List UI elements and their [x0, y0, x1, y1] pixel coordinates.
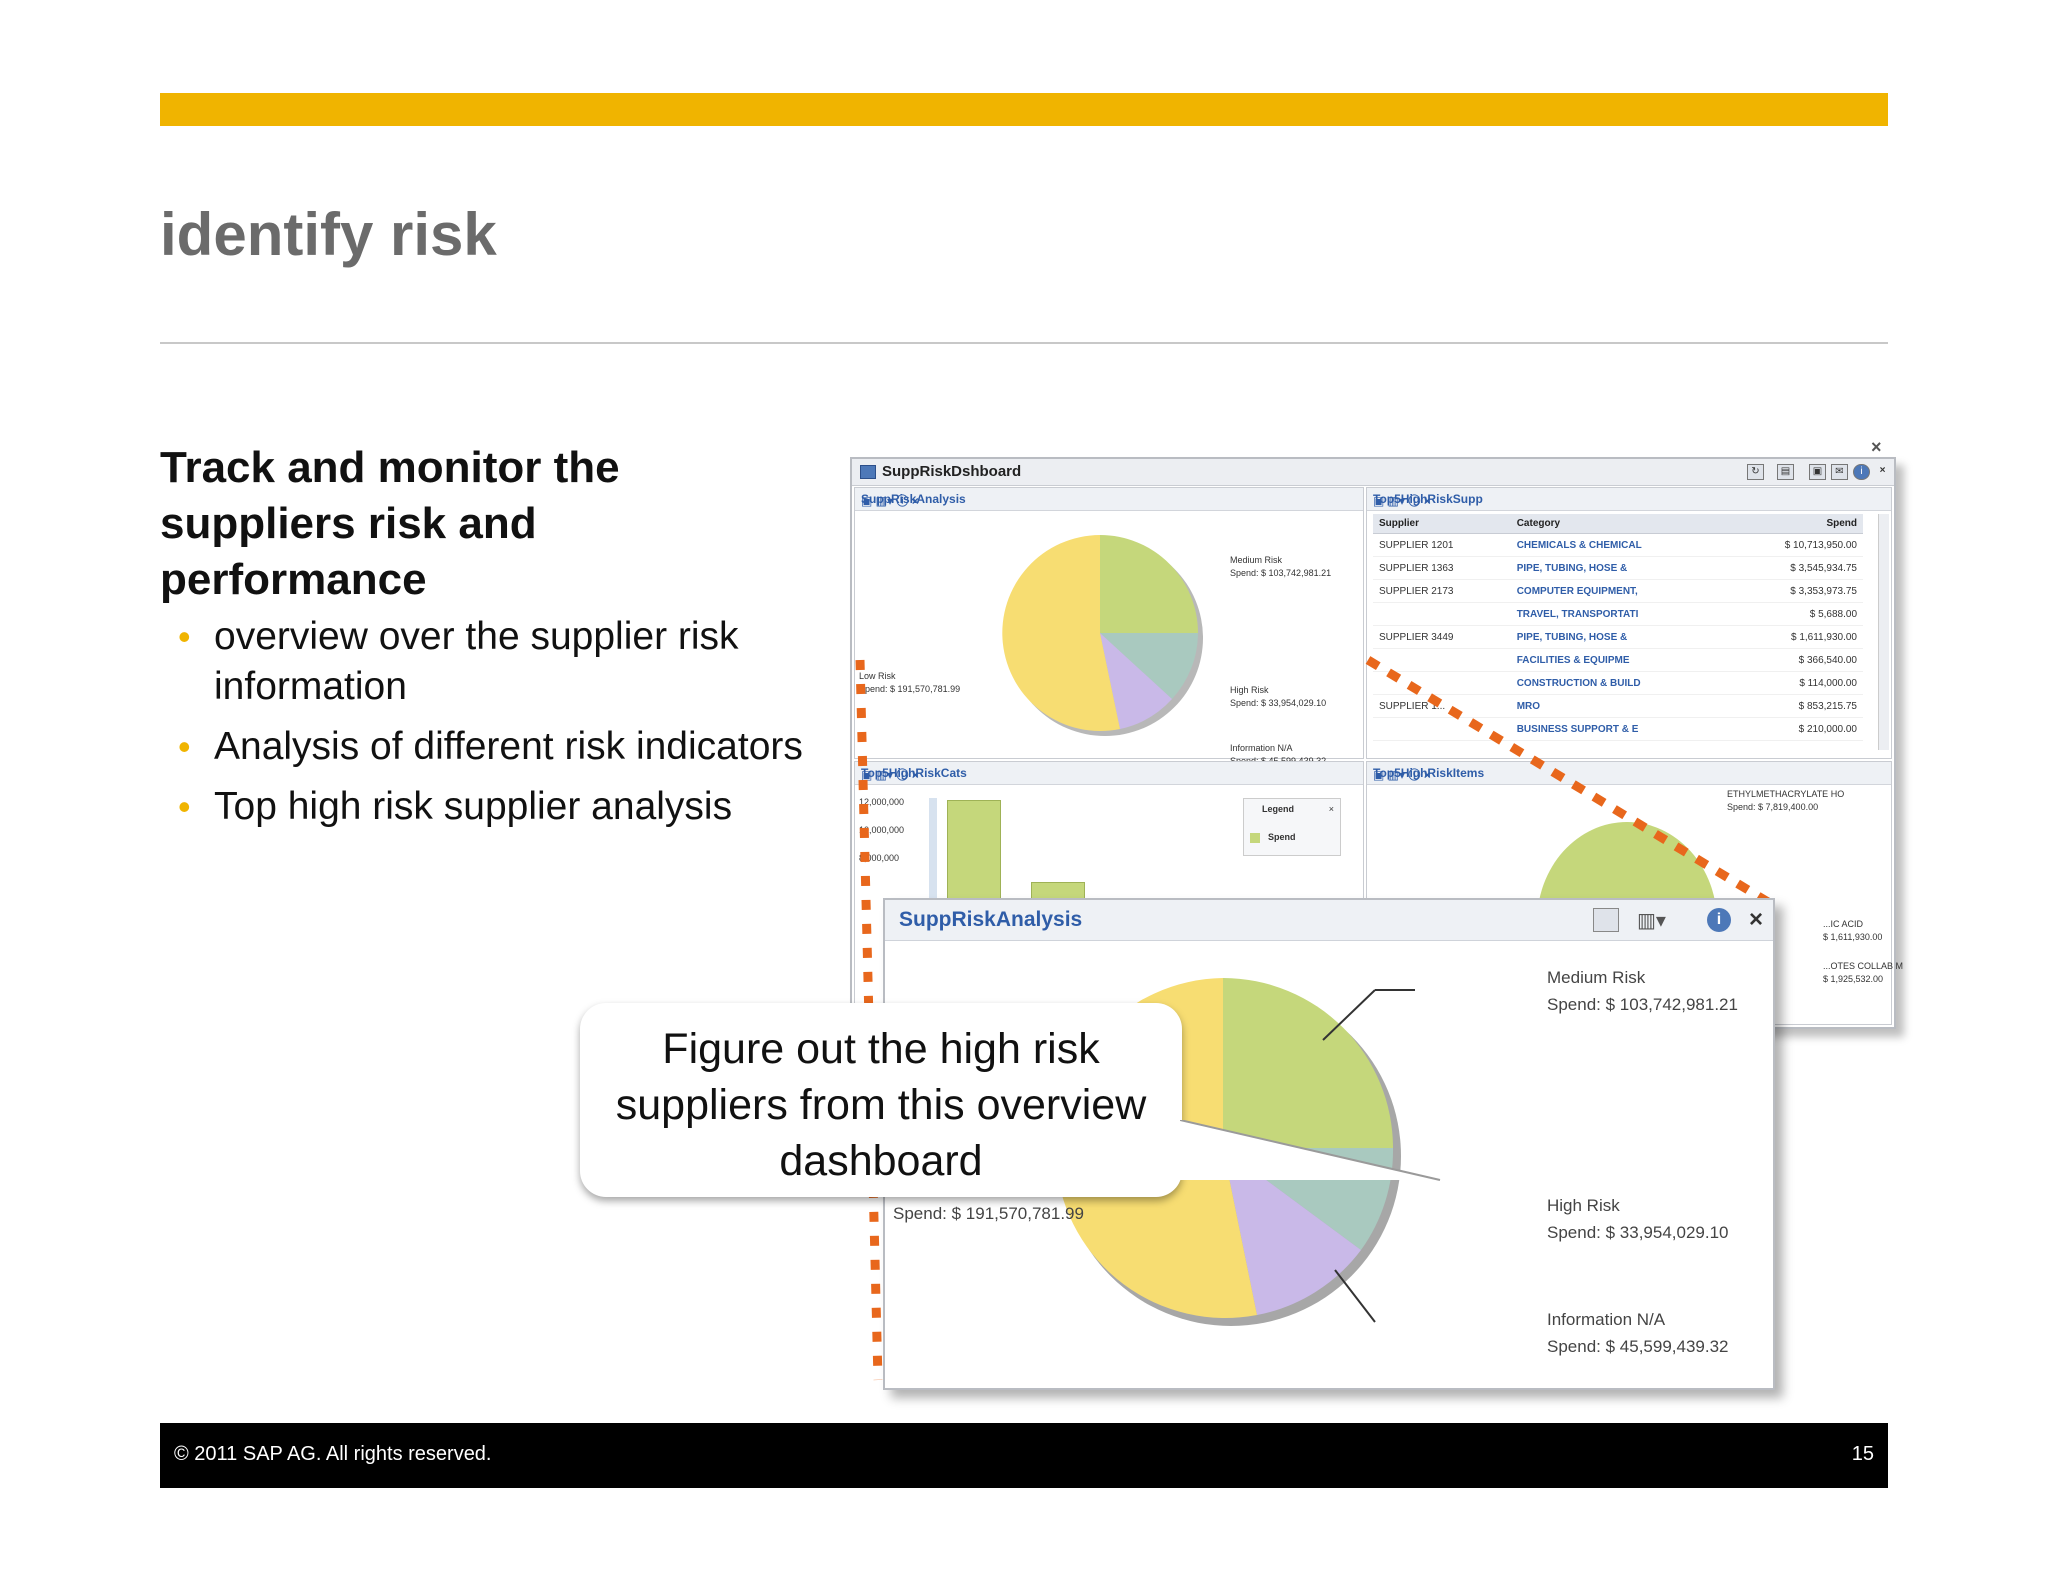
panel-title: SuppRiskAnalysis: [861, 492, 966, 506]
chart-type-icon[interactable]: [1593, 908, 1619, 932]
save-icon[interactable]: ▣: [1809, 464, 1826, 480]
callout-pointer: [1180, 1120, 1441, 1181]
panel-title: Top5HighRiskItems: [1373, 766, 1485, 780]
panel-toolbar-icons[interactable]: ▣ ▥▾ ⓘ ×: [861, 768, 919, 782]
slide-title: identify risk: [160, 201, 497, 268]
column-header-supplier[interactable]: Supplier: [1373, 514, 1511, 534]
mail-icon[interactable]: ✉: [1831, 464, 1848, 480]
bullet-dot-icon: •: [178, 726, 191, 767]
callout-bubble: Figure out the high risk suppliers from …: [580, 1003, 1182, 1197]
bullet-item: • Top high risk supplier analysis: [160, 782, 810, 832]
info-icon[interactable]: i: [1853, 464, 1870, 480]
table-row[interactable]: SUPPLIER 3449 PIPE, TUBING, HOSE & $ 1,611…: [1373, 625, 1863, 649]
refresh-icon[interactable]: ↻: [1747, 464, 1764, 480]
items-pie-chart: [1537, 822, 1717, 922]
table-row[interactable]: SUPPLIER 1363 PIPE, TUBING, HOSE & $ 3,545…: [1373, 556, 1863, 580]
y-axis-ticks: 12,000,000 10,000,000 8,000,000: [859, 797, 905, 863]
risk-pie-chart: [1002, 535, 1203, 736]
low-risk-label: Low Risk Spend: $ 191,570,781.99: [859, 671, 961, 694]
panel-title: Top5HighRiskSupp: [1373, 492, 1483, 506]
panel-top5-high-risk-items: Top5HighRiskItems ▣ ▥▾ ⓘ × ETHYLMETHACRY…: [1366, 761, 1903, 1025]
zoom-medium-risk-label: Medium Risk Spend: $ 103,742,981.21: [1547, 968, 1738, 1014]
bullet-item: • Analysis of different risk indicators: [160, 722, 810, 772]
zoom-panel-title: SuppRiskAnalysis: [899, 908, 1083, 931]
legend-swatch: [1250, 833, 1260, 843]
chart-options-icon[interactable]: ▥▾: [1637, 910, 1666, 932]
zoom-low-risk-spend: Spend: $ 191,570,781.99: [893, 1204, 1084, 1223]
bullet-list: • overview over the supplier risk informa…: [160, 612, 810, 842]
table-row[interactable]: TRAVEL, TRANSPORTATI $ 5,688.00: [1373, 602, 1863, 626]
panel-toolbar-icons[interactable]: ▣ ▥▾ ⓘ ×: [861, 494, 919, 508]
bullet-item: • overview over the supplier risk informa…: [160, 612, 810, 712]
items-label: ...IC ACID $ 1,611,930.00: [1823, 919, 1883, 942]
close-icon[interactable]: ×: [1871, 437, 1882, 457]
view-menu-icon[interactable]: ▤: [1777, 464, 1794, 480]
dashboard-titlebar: SuppRiskDshboard ↻ ▤ ▣ ✉ i ×: [852, 459, 1894, 486]
dashboard-app-icon: [860, 465, 876, 479]
zoomed-analysis-panel: SuppRiskAnalysis ▥▾ i × Medium Risk Spend…: [883, 898, 1775, 1390]
close-icon[interactable]: ×: [1328, 804, 1334, 814]
copyright-text: © 2011 SAP AG. All rights reserved.: [174, 1443, 492, 1465]
table-row[interactable]: BUSINESS SUPPORT & E $ 210,000.00: [1373, 717, 1863, 741]
column-header-spend[interactable]: Spend: [1728, 514, 1863, 534]
zoom-info-na-label: Information N/A Spend: $ 45,599,439.32: [1547, 1310, 1729, 1356]
table-row[interactable]: SUPPLIER 1201 CHEMICALS & CHEMICAL $ 10,71…: [1373, 533, 1863, 557]
items-label: ETHYLMETHACRYLATE HO Spend: $ 7,819,400.0…: [1727, 789, 1845, 812]
high-risk-label: High Risk Spend: $ 33,954,029.10: [1230, 685, 1327, 708]
title-divider: [160, 342, 1888, 344]
chart-legend: Legend × Spend: [1243, 798, 1341, 856]
section-heading: Track and monitor the suppliers risk and…: [160, 443, 620, 604]
table-scrollbar[interactable]: [1878, 514, 1889, 750]
panel-top5-high-risk-supp: Top5HighRiskSupp ▣ ▥▾ ⓘ × Supplier Categ…: [1366, 487, 1892, 759]
table-row[interactable]: SUPPLIER 2173 COMPUTER EQUIPMENT, $ 3,353,…: [1373, 579, 1863, 603]
zoom-high-risk-label: High Risk Spend: $ 33,954,029.10: [1547, 1196, 1729, 1242]
info-icon[interactable]: i: [1707, 908, 1731, 932]
callout-text: Figure out the high risk suppliers from …: [615, 1025, 1147, 1185]
table-row[interactable]: CONSTRUCTION & BUILD $ 114,000.00: [1373, 671, 1863, 695]
dashboard-title: SuppRiskDshboard: [882, 463, 1022, 480]
close-icon[interactable]: ×: [1879, 465, 1886, 476]
medium-risk-label: Medium Risk Spend: $ 103,742,981.21: [1230, 555, 1332, 578]
items-label: ...OTES COLLAB M $ 1,925,532.00: [1823, 961, 1904, 984]
slide-footer: © 2011 SAP AG. All rights reserved. 15: [160, 1423, 1888, 1488]
panel-toolbar-icons[interactable]: ▣ ▥▾ ⓘ ×: [1373, 768, 1431, 782]
table-row[interactable]: FACILITIES & EQUIPME $ 366,540.00: [1373, 648, 1863, 672]
panel-title: Top5HighRiskCats: [861, 766, 967, 780]
panel-supp-risk-analysis: SuppRiskAnalysis ▣ ▥▾ ⓘ × Medium Risk Spe…: [854, 487, 1364, 766]
supplier-table: Supplier Category Spend SUPPLIER 1201 CHE…: [1373, 514, 1863, 741]
table-row[interactable]: SUPPLIER 1... MRO $ 853,215.75: [1373, 694, 1863, 718]
bullet-dot-icon: •: [178, 786, 191, 827]
close-icon[interactable]: ×: [1748, 906, 1763, 933]
column-header-category[interactable]: Category: [1510, 514, 1729, 534]
bullet-dot-icon: •: [178, 616, 191, 657]
page-number: 15: [1851, 1443, 1874, 1465]
accent-bar: [160, 93, 1888, 126]
panel-toolbar-icons[interactable]: ▣ ▥▾ ⓘ ×: [1373, 494, 1431, 508]
